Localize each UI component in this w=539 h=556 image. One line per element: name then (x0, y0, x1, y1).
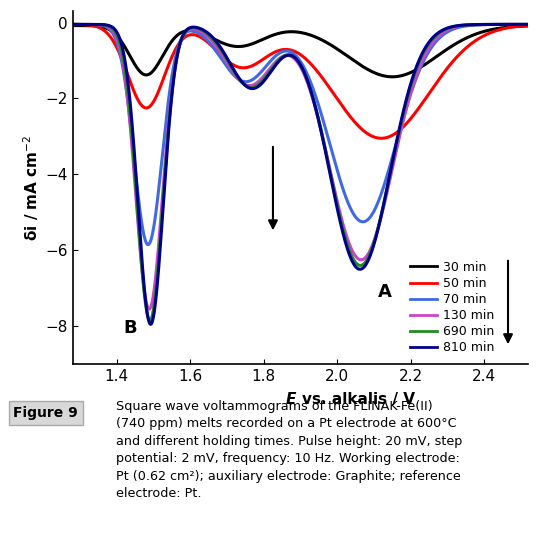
Legend: 30 min, 50 min, 70 min, 130 min, 690 min, 810 min: 30 min, 50 min, 70 min, 130 min, 690 min… (410, 261, 495, 354)
Text: B: B (123, 319, 136, 336)
Text: Figure 9: Figure 9 (13, 406, 78, 420)
Text: A: A (378, 282, 392, 301)
Text: Square wave voltammograms of the FLINAK-Fe(II)
(740 ppm) melts recorded on a Pt : Square wave voltammograms of the FLINAK-… (116, 400, 462, 500)
Text: E: E (286, 392, 302, 407)
Y-axis label: δi / mA cm$^{-2}$: δi / mA cm$^{-2}$ (22, 135, 42, 241)
Text: vs. alkalis / V: vs. alkalis / V (302, 392, 415, 407)
